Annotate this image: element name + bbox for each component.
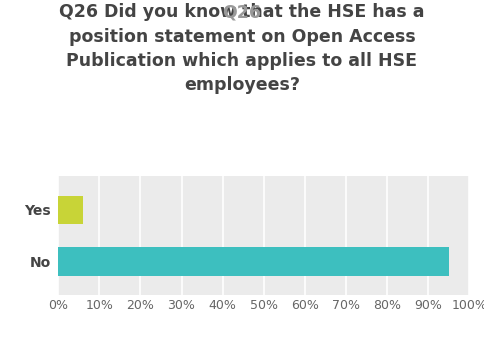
Bar — [58, 247, 449, 276]
Bar — [58, 196, 83, 224]
Text: Q26: Q26 — [223, 3, 261, 21]
Text: Q26 Did you know that the HSE has a
position statement on Open Access
Publicatio: Q26 Did you know that the HSE has a posi… — [59, 3, 425, 94]
